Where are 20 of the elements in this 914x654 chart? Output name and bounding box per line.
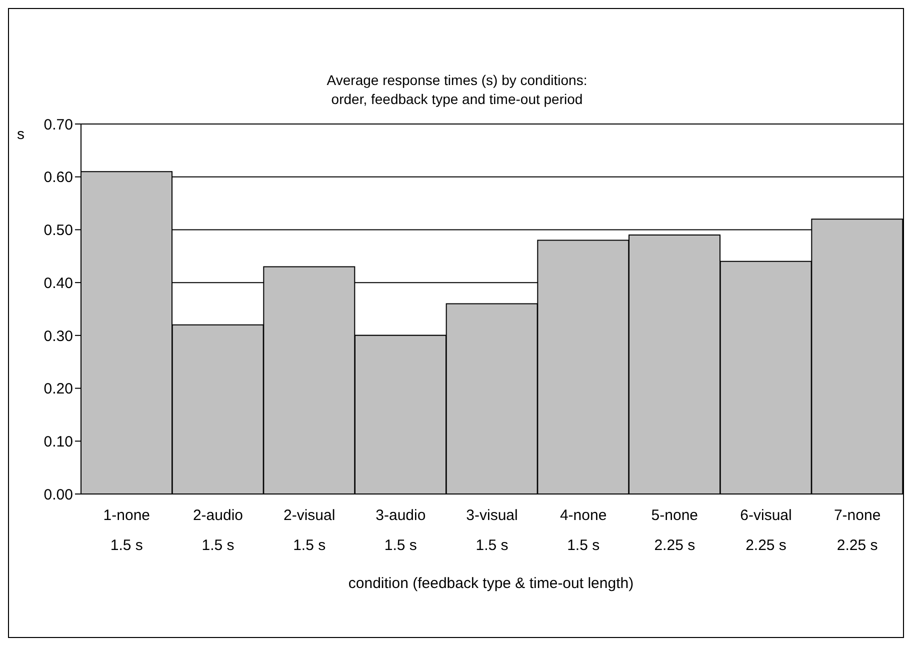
x-tick-label: 5-none 2.25 s [651, 507, 698, 554]
y-tick-label: 0.20 [44, 380, 73, 398]
y-tick-label: 0.40 [44, 274, 73, 292]
y-tick-label: 0.30 [44, 328, 73, 345]
x-tick-label: 7-none 2.25 s [834, 507, 881, 554]
x-tick-label: 3-visual 1.5 s [466, 507, 518, 554]
x-tick-label: 2-audio 1.5 s [192, 507, 244, 554]
x-tick-label: 3-audio 1.5 s [376, 507, 426, 554]
y-tick-label: 0.70 [44, 116, 73, 134]
x-tick-label: 4-none 1.5 s [560, 507, 607, 554]
x-tick-label: 6-visual 2.25 s [740, 507, 792, 554]
y-tick-label: 0.00 [44, 486, 73, 504]
x-tick-label: 2-visual 1.5 s [283, 507, 336, 554]
x-tick-label: 1-none 1.5 s [103, 507, 150, 554]
x-axis-title: condition (feedback type & time-out length) [347, 575, 635, 592]
y-axis-title: s [17, 126, 24, 143]
chart-title: Average response times (s) by conditions: order, feedback type and time-out period [326, 71, 588, 109]
y-tick-label: 0.60 [44, 169, 73, 186]
y-tick-label: 0.50 [44, 222, 73, 240]
y-tick-label: 0.10 [44, 433, 73, 450]
